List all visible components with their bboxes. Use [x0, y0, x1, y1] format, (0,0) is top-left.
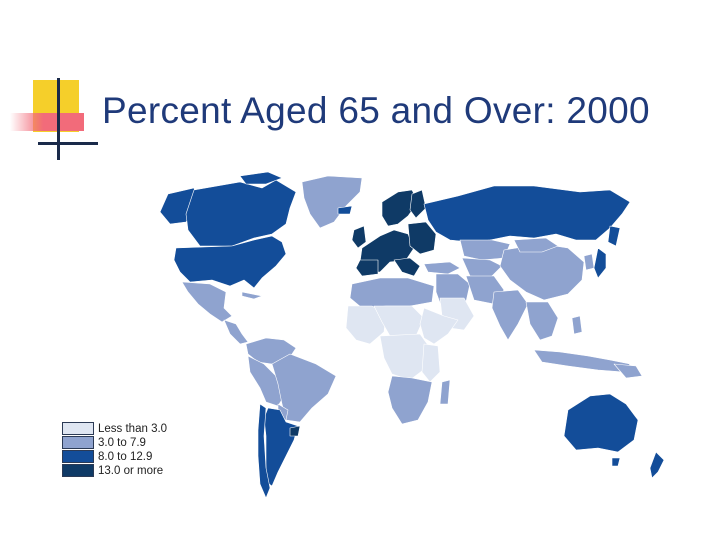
region-korea: [583, 253, 595, 271]
region-argentina: [263, 407, 299, 487]
region-cuba: [241, 291, 263, 300]
legend-label: 8.0 to 12.9: [98, 450, 153, 463]
legend-swatch: [62, 450, 94, 463]
legend-swatch: [62, 436, 94, 449]
region-brazil: [271, 353, 337, 423]
legend-label: 13.0 or more: [98, 464, 164, 477]
region-finland: [409, 189, 427, 219]
deco-red-bar: [10, 113, 84, 131]
region-iceland: [337, 205, 353, 215]
region-italy-balkans: [393, 257, 421, 277]
map-legend: Less than 3.0 3.0 to 7.9 8.0 to 12.9 13.…: [62, 422, 167, 478]
region-horn-of-africa: [419, 307, 459, 345]
region-japan: [593, 247, 607, 279]
region-russia: [423, 185, 631, 243]
region-uruguay: [289, 425, 301, 437]
region-uk-ireland: [351, 225, 367, 249]
region-southern-africa: [387, 375, 433, 425]
legend-swatch: [62, 464, 94, 477]
region-turkey: [423, 261, 461, 275]
legend-item: 3.0 to 7.9: [62, 436, 167, 449]
region-canada: [185, 179, 297, 247]
world-map: [159, 171, 665, 499]
region-new-guinea: [613, 363, 643, 379]
slide-title: Percent Aged 65 and Over: 2000: [102, 90, 650, 131]
region-india: [491, 289, 529, 341]
region-indonesia: [533, 349, 631, 373]
region-china: [499, 243, 585, 301]
region-mexico: [181, 281, 233, 323]
legend-item: Less than 3.0: [62, 422, 167, 435]
region-central-asia: [461, 257, 503, 279]
region-canada-islands: [239, 171, 283, 185]
deco-horizontal-line: [38, 142, 98, 145]
region-madagascar: [439, 379, 451, 405]
region-australia: [563, 393, 639, 453]
region-scandinavia: [381, 189, 419, 227]
region-east-africa: [421, 343, 441, 383]
legend-label: 3.0 to 7.9: [98, 436, 146, 449]
legend-swatch: [62, 422, 94, 435]
region-philippines: [571, 315, 583, 335]
region-usa: [173, 235, 287, 289]
region-greenland: [301, 175, 363, 229]
region-kamchatka: [607, 225, 621, 247]
region-iberia: [355, 259, 379, 277]
deco-vertical-line: [57, 78, 60, 160]
legend-item: 13.0 or more: [62, 464, 167, 477]
region-central-africa: [379, 333, 431, 381]
region-north-africa: [349, 277, 435, 309]
region-chile: [257, 403, 271, 499]
region-tasmania: [611, 457, 621, 467]
legend-item: 8.0 to 12.9: [62, 450, 167, 463]
region-eastern-europe: [407, 221, 437, 255]
region-southeast-asia: [525, 301, 559, 341]
legend-label: Less than 3.0: [98, 422, 168, 435]
region-central-america: [223, 319, 249, 345]
region-mongolia: [513, 237, 559, 253]
region-new-zealand: [649, 451, 665, 479]
